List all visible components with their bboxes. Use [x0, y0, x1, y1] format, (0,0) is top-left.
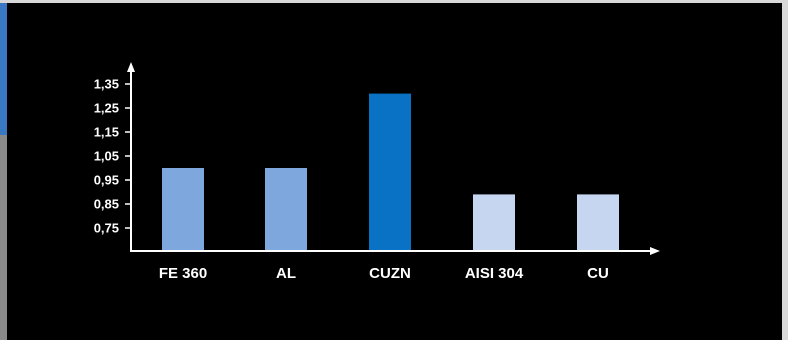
y-tick-label: 1,35	[94, 77, 119, 92]
y-axis-arrow	[127, 62, 135, 72]
bar-fe-360	[162, 168, 204, 251]
x-tick-label: FE 360	[159, 265, 207, 282]
y-tick-label: 0,95	[94, 173, 119, 188]
x-tick-label: CU	[587, 265, 609, 282]
y-tick-label: 1,05	[94, 149, 119, 164]
x-axis-arrow	[650, 247, 660, 255]
top-border	[0, 0, 788, 3]
y-tick-label: 0,85	[94, 197, 119, 212]
left-edge-gray	[0, 135, 7, 340]
x-labels-group: FE 360 AL CUZN AISI 304 CU	[159, 265, 609, 282]
y-tick-label: 1,25	[94, 101, 119, 116]
bar-cuzn	[369, 93, 411, 251]
y-tick-label: 1,15	[94, 125, 119, 140]
y-tick-label: 0,75	[94, 221, 119, 236]
x-tick-label: CUZN	[369, 265, 411, 282]
x-tick-label: AL	[276, 265, 296, 282]
bar-cu	[577, 194, 619, 251]
bar-aisi-304	[473, 194, 515, 251]
right-border	[782, 0, 788, 340]
bars-group	[162, 93, 619, 251]
x-tick-label: AISI 304	[465, 265, 524, 282]
left-edge-accent	[0, 0, 7, 135]
bar-al	[265, 168, 307, 251]
y-ticks-group: 1,35 1,25 1,15 1,05 0,95 0,85 0,75	[94, 77, 131, 236]
